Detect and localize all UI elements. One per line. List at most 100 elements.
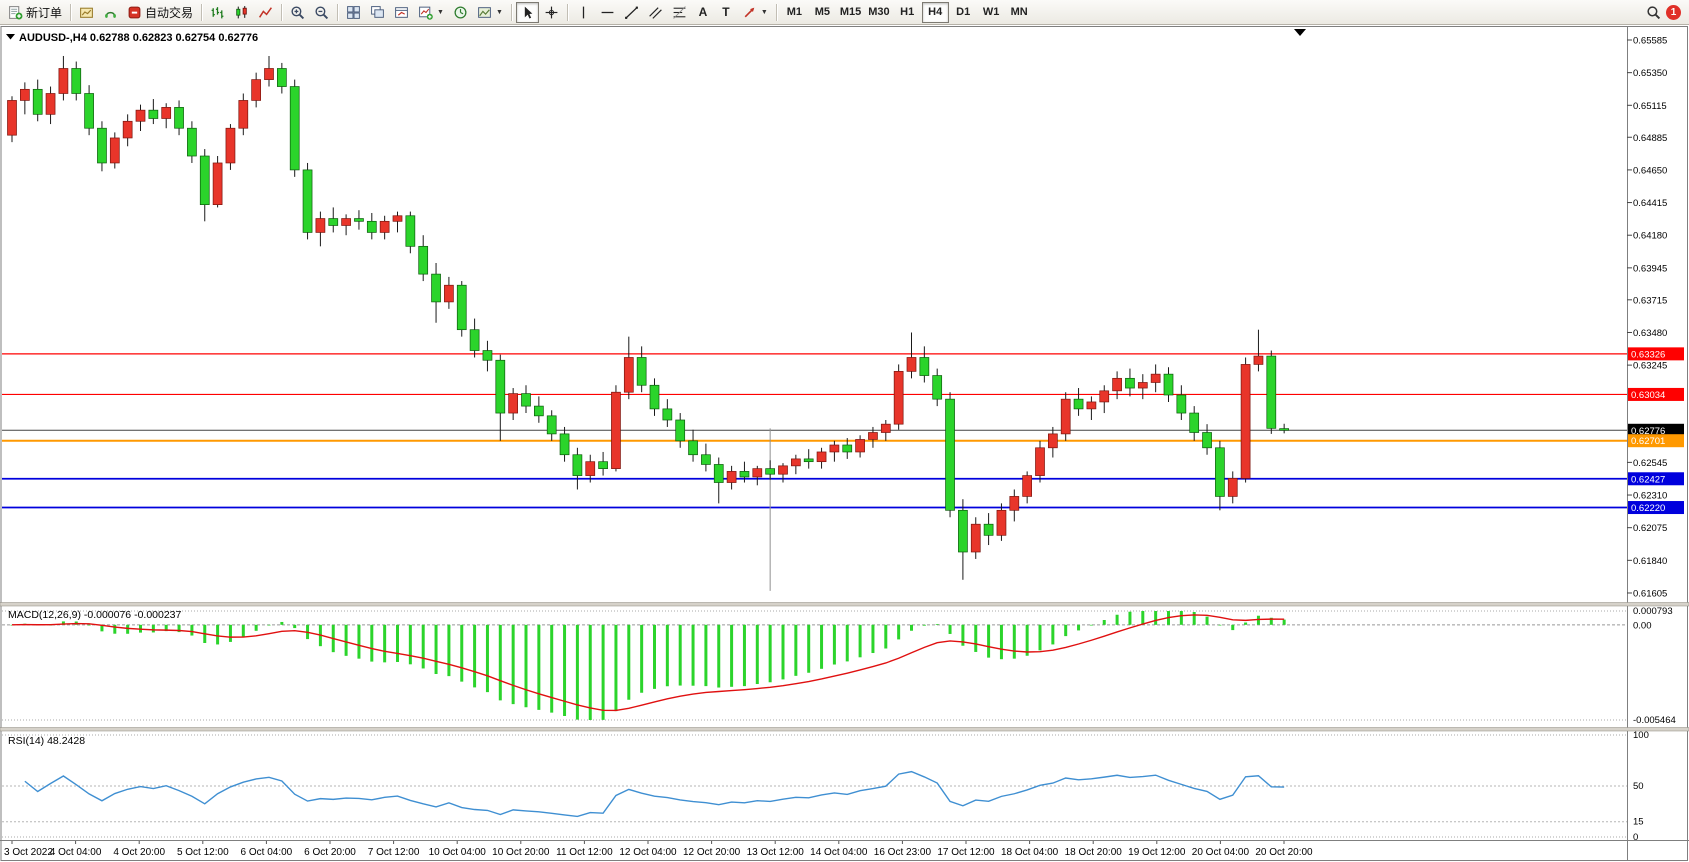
svg-text:0.65585: 0.65585 [1633,36,1667,47]
new-order-button[interactable]: 新订单 [4,2,66,23]
trendline-icon [624,6,638,19]
trendline-button[interactable] [620,2,643,23]
chart-window-frame [0,26,1688,861]
channel-button[interactable] [644,2,667,23]
crosshair-button[interactable] [540,2,563,23]
svg-text:0.64650: 0.64650 [1633,165,1667,176]
zoom-out-icon [315,5,329,19]
text-label-button[interactable]: T [715,2,737,23]
cascade-windows-button[interactable] [366,2,389,23]
svg-text:0.64885: 0.64885 [1633,133,1667,144]
candlestick-button[interactable] [230,2,253,23]
line-chart-icon [259,6,273,18]
svg-text:0.62776: 0.62776 [1631,426,1665,437]
chart-menu-icon[interactable] [6,34,15,40]
cursor-icon [524,6,533,18]
arrows-icon [744,7,755,17]
macd-label: MACD(12,26,9) -0.000076 -0.000237 [8,609,182,621]
candlestick-series [7,55,1290,580]
svg-text:14 Oct 04:00: 14 Oct 04:00 [810,847,868,858]
dropdown-caret-icon: ▼ [760,8,768,16]
bar-chart-icon [211,6,224,18]
svg-text:12 Oct 04:00: 12 Oct 04:00 [619,847,677,858]
toolbar-separator [775,3,777,21]
auto-trading-label: 自动交易 [145,5,194,20]
crosshair-icon [545,6,558,18]
arrows-button[interactable]: ▼ [738,2,772,23]
svg-text:17 Oct 12:00: 17 Oct 12:00 [937,847,995,858]
chart-title: AUDUSD-,H4 0.62788 0.62823 0.62754 0.627… [19,32,258,44]
svg-text:3 Oct 2022: 3 Oct 2022 [4,847,53,858]
market-watch-button[interactable] [99,2,122,23]
cascade-windows-icon [371,5,384,18]
notification-badge[interactable]: 1 [1666,4,1681,20]
svg-text:18 Oct 20:00: 18 Oct 20:00 [1065,847,1123,858]
rsi-panel: RSI(14) 48.2428 100 50 15 0 [2,730,1649,843]
panel-separator[interactable] [0,602,1689,607]
tile-windows-button[interactable] [342,2,365,23]
timeframe-m1-button[interactable]: M1 [781,2,808,23]
svg-text:0.62427: 0.62427 [1631,474,1665,485]
tile-windows-icon [347,5,360,19]
timeframe-h1-button[interactable]: H1 [894,2,921,23]
timeframe-m5-button[interactable]: M5 [809,2,836,23]
svg-text:0.63480: 0.63480 [1633,328,1667,339]
templates-icon [478,6,491,18]
rsi-label: RSI(14) 48.2428 [8,735,85,747]
timeframe-mn-button[interactable]: MN [1006,2,1033,23]
chart-shift-marker[interactable] [1294,29,1306,36]
svg-text:0.63715: 0.63715 [1633,295,1667,306]
fibonacci-button[interactable] [668,2,691,23]
svg-text:10 Oct 20:00: 10 Oct 20:00 [492,847,550,858]
zoom-in-icon [291,5,305,19]
object-lines[interactable] [2,353,1627,509]
bar-chart-button[interactable] [206,2,229,23]
svg-text:11 Oct 12:00: 11 Oct 12:00 [556,847,613,858]
text-button[interactable]: A [692,2,714,23]
new-chart-button[interactable]: ▼ [414,2,448,23]
zoom-in-button[interactable] [286,2,309,23]
svg-text:15: 15 [1633,817,1644,828]
templates-button[interactable]: ▼ [473,2,507,23]
toolbar-separator [510,3,512,21]
line-chart-button[interactable] [254,2,277,23]
svg-text:0.65350: 0.65350 [1633,68,1667,79]
price-axis[interactable]: 0.65585 0.65350 0.65115 0.64885 0.64650 0.644… [1627,36,1684,600]
candlestick-icon [236,5,247,18]
toolbar-separator [201,3,203,21]
vertical-line-icon [582,6,585,18]
timeframe-m15-button[interactable]: M15 [837,2,864,23]
svg-text:0.62310: 0.62310 [1633,491,1667,502]
panel-separator[interactable] [0,727,1689,732]
zoom-out-button[interactable] [310,2,333,23]
svg-text:0.61605: 0.61605 [1633,588,1667,599]
timeframe-w1-button[interactable]: W1 [978,2,1005,23]
svg-text:0.000793: 0.000793 [1633,606,1673,617]
svg-text:0.64415: 0.64415 [1633,198,1667,209]
chart-profile-button[interactable] [75,2,98,23]
svg-text:0.00: 0.00 [1633,620,1652,631]
auto-scroll-clock-icon [454,6,467,18]
svg-text:100: 100 [1633,730,1649,741]
horizontal-line-button[interactable] [596,2,619,23]
auto-scroll-button[interactable] [449,2,472,23]
auto-trading-button[interactable]: 自动交易 [123,2,197,23]
window-background [0,25,1689,862]
svg-text:0.63326: 0.63326 [1631,349,1665,360]
svg-text:4 Oct 04:00: 4 Oct 04:00 [50,847,102,858]
chart-canvas[interactable]: AUDUSD-,H4 0.62788 0.62823 0.62754 0.627… [0,25,1689,862]
timeframe-h4-button[interactable]: H4 [921,1,949,23]
timeframe-d1-button[interactable]: D1 [950,2,977,23]
vertical-line-button[interactable] [572,2,595,23]
cursor-button[interactable] [515,1,539,23]
timeframe-m30-button[interactable]: M30 [865,2,892,23]
search-button[interactable] [1642,2,1665,23]
svg-text:19 Oct 12:00: 19 Oct 12:00 [1128,847,1186,858]
svg-text:0.64180: 0.64180 [1633,231,1667,242]
arrange-windows-button[interactable] [390,2,413,23]
svg-text:4 Oct 20:00: 4 Oct 20:00 [113,847,165,858]
svg-text:7 Oct 12:00: 7 Oct 12:00 [368,847,420,858]
svg-text:16 Oct 23:00: 16 Oct 23:00 [874,847,932,858]
